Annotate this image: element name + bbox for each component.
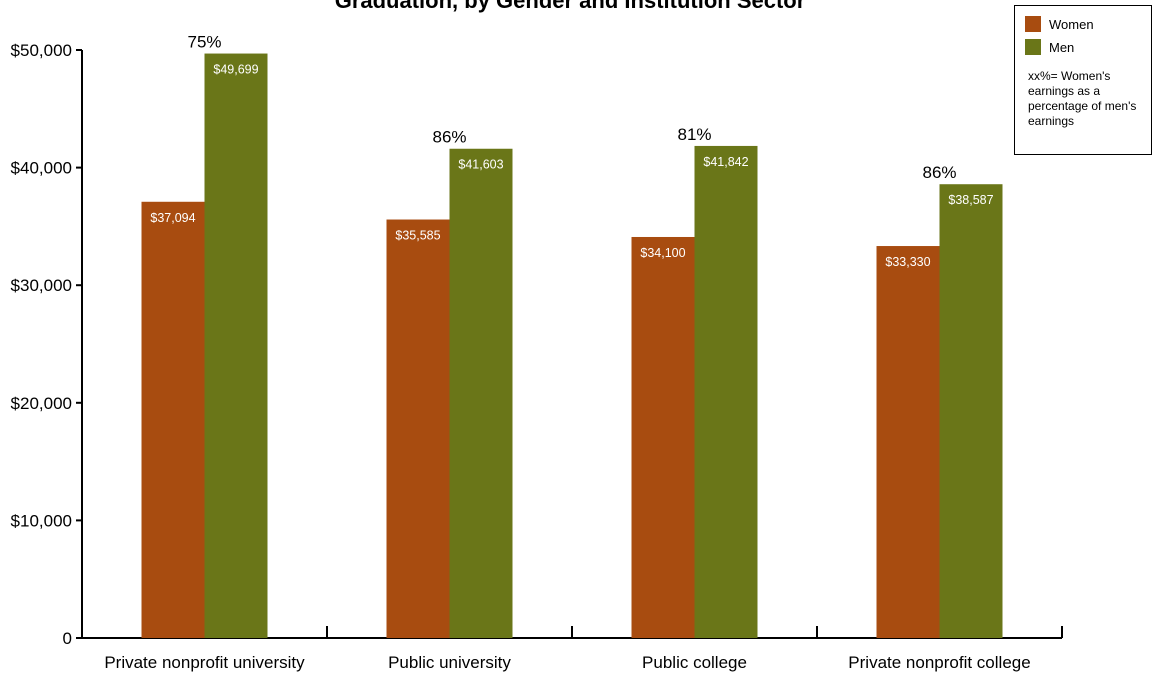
x-axis: Private nonprofit university Public unive… xyxy=(81,626,1063,672)
percent-label: 75% xyxy=(187,33,221,52)
y-tick-label: $10,000 xyxy=(11,511,72,530)
x-tick-label: Public college xyxy=(642,653,747,672)
legend-swatch-men xyxy=(1025,39,1041,55)
x-tick-label: Public university xyxy=(388,653,511,672)
legend-note: xx%= Women's earnings as a percentage of… xyxy=(1028,69,1137,128)
y-tick-label: $30,000 xyxy=(11,276,72,295)
y-tick-label: $40,000 xyxy=(11,159,72,178)
bar-women xyxy=(631,236,695,638)
data-label-women: $33,330 xyxy=(885,255,930,269)
data-labels: $37,094 $49,699 75% $35,585 $41,603 86% $34,10… xyxy=(150,33,993,269)
bar-men xyxy=(694,145,758,638)
legend-item-men: Men xyxy=(1025,39,1074,55)
legend: Women Men xx%= Women's earnings as a per… xyxy=(1014,5,1152,155)
data-label-men: $41,603 xyxy=(458,158,503,172)
bars xyxy=(141,53,1003,639)
bar-men xyxy=(204,53,268,639)
x-tick-label: Private nonprofit college xyxy=(848,653,1030,672)
y-tick-label: 0 xyxy=(63,629,72,648)
data-label-women: $35,585 xyxy=(395,229,440,243)
x-tick-label: Private nonprofit university xyxy=(104,653,305,672)
bar-men xyxy=(939,184,1003,639)
bar-women xyxy=(876,246,940,639)
data-label-men: $49,699 xyxy=(213,63,258,77)
data-label-women: $34,100 xyxy=(640,246,685,260)
data-label-women: $37,094 xyxy=(150,211,195,225)
bar-men xyxy=(449,148,513,638)
bar-women xyxy=(141,201,205,638)
legend-label-women: Women xyxy=(1049,16,1094,32)
legend-swatch-women xyxy=(1025,16,1041,32)
data-label-men: $38,587 xyxy=(948,193,993,207)
y-axis: 0 $10,000 $20,000 $30,000 $40,000 $50,000 xyxy=(11,41,83,648)
legend-label-men: Men xyxy=(1049,39,1075,55)
percent-label: 86% xyxy=(432,128,466,147)
data-label-men: $41,842 xyxy=(703,155,748,169)
legend-item-women: Women xyxy=(1025,16,1094,32)
percent-label: 81% xyxy=(677,125,711,144)
chart-title: Graduation, by Gender and Institution Se… xyxy=(335,0,806,13)
y-tick-label: $20,000 xyxy=(11,394,72,413)
percent-label: 86% xyxy=(922,163,956,182)
bar-women xyxy=(386,219,450,639)
y-tick-label: $50,000 xyxy=(11,41,72,60)
